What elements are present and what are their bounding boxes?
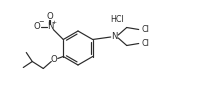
Text: O: O	[34, 22, 41, 31]
Text: Cl: Cl	[142, 25, 150, 34]
Text: N: N	[111, 32, 118, 41]
Text: +: +	[52, 20, 57, 25]
Text: N: N	[47, 22, 53, 31]
Text: O: O	[51, 55, 58, 64]
Text: −: −	[39, 20, 44, 26]
Text: Cl: Cl	[142, 39, 150, 48]
Text: HCl: HCl	[110, 15, 124, 24]
Text: O: O	[47, 12, 54, 21]
